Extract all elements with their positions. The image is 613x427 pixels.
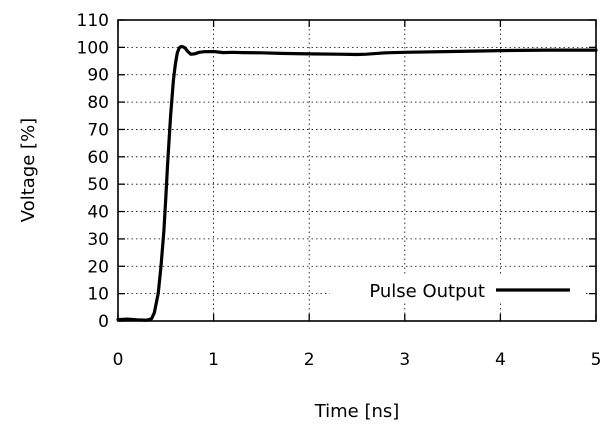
y-tick-label: 20: [87, 257, 109, 277]
x-tick-label: 1: [208, 350, 219, 370]
y-tick-label: 100: [77, 38, 109, 58]
x-axis-label: Time [ns]: [314, 401, 400, 422]
tick-labels: 0 10 20 30 40 50 60 70 80 90 100 110 0 1 2 3 4 5: [77, 11, 602, 370]
x-tick-label: 3: [399, 350, 410, 370]
y-tick-label: 70: [87, 120, 109, 140]
y-tick-label: 10: [87, 285, 109, 305]
x-tick-label: 5: [591, 350, 602, 370]
grid-lines: [118, 20, 596, 321]
y-axis-label: Voltage [%]: [18, 118, 39, 222]
series-line-pulse-output: [116, 44, 598, 322]
x-tick-label: 0: [113, 350, 124, 370]
legend-label: Pulse Output: [369, 281, 485, 302]
y-tick-label: 90: [87, 66, 109, 86]
plot-frame: [117, 19, 597, 322]
y-tick-label: 60: [87, 148, 109, 168]
y-tick-label: 110: [77, 11, 109, 31]
axis-ticks: [117, 19, 597, 322]
x-tick-label: 2: [304, 350, 315, 370]
y-tick-label: 30: [87, 230, 109, 250]
x-tick-label: 4: [495, 350, 506, 370]
y-tick-label: 0: [98, 312, 109, 332]
y-tick-label: 50: [87, 175, 109, 195]
y-tick-label: 40: [87, 203, 109, 223]
legend: Pulse Output: [330, 276, 586, 302]
y-tick-label: 80: [87, 93, 109, 113]
